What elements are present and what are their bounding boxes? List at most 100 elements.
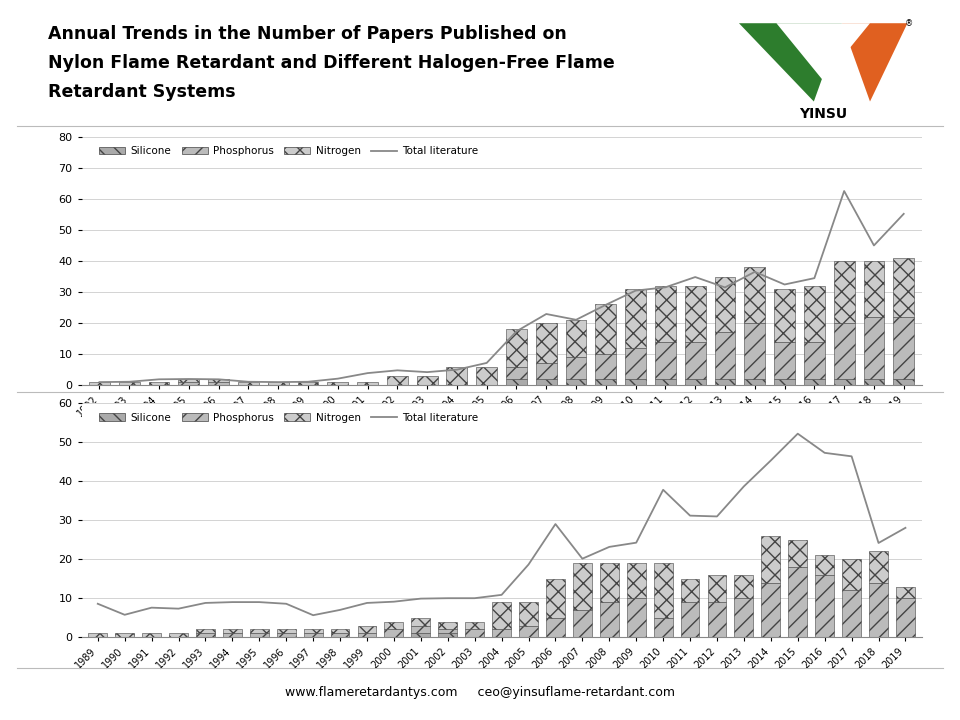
Bar (223, 629, 242, 634)
Bar (519, 626, 538, 637)
Bar (385, 629, 403, 637)
Bar (536, 364, 557, 379)
Bar (573, 563, 591, 610)
Bar (894, 379, 914, 385)
Bar (412, 618, 430, 626)
Bar (625, 379, 646, 385)
Bar (250, 634, 269, 637)
Bar (681, 602, 700, 637)
Bar (546, 579, 564, 618)
Bar (896, 598, 915, 637)
Bar (863, 317, 884, 379)
Bar (466, 621, 484, 629)
Bar (208, 382, 229, 385)
Bar (734, 575, 754, 598)
Bar (654, 563, 673, 618)
Bar (303, 634, 323, 637)
Text: www.flameretardantys.com     ceo@yinsuflame-retardant.com: www.flameretardantys.com ceo@yinsuflame-… (285, 686, 675, 699)
Bar (439, 629, 457, 634)
Text: Nylon Flame Retardant and Different Halogen-Free Flame: Nylon Flame Retardant and Different Halo… (48, 54, 614, 72)
Bar (476, 366, 497, 385)
Bar (88, 634, 108, 637)
Bar (842, 590, 861, 637)
Bar (833, 261, 854, 323)
Bar (774, 289, 795, 342)
Bar (179, 379, 200, 382)
Bar (268, 382, 289, 385)
Bar (788, 567, 807, 637)
Bar (327, 382, 348, 385)
Bar (708, 575, 727, 602)
Bar (595, 305, 616, 354)
Polygon shape (842, 23, 907, 102)
Bar (330, 629, 349, 634)
Bar (804, 286, 825, 342)
Legend: Silicone, Phosphorus, Nitrogen, Total literature: Silicone, Phosphorus, Nitrogen, Total li… (95, 142, 483, 161)
Polygon shape (739, 23, 842, 102)
Bar (387, 376, 408, 385)
Bar (744, 267, 765, 323)
Text: (a): (a) (492, 464, 512, 479)
Bar (439, 621, 457, 629)
Polygon shape (777, 23, 870, 81)
Bar (385, 621, 403, 629)
Bar (506, 379, 527, 385)
Bar (357, 626, 376, 634)
Bar (714, 276, 735, 333)
Bar (600, 602, 618, 637)
Bar (196, 629, 215, 634)
Bar (655, 379, 676, 385)
Bar (625, 289, 646, 348)
Bar (896, 587, 915, 598)
Bar (223, 634, 242, 637)
Bar (627, 563, 646, 598)
Bar (115, 634, 134, 637)
Bar (833, 379, 854, 385)
Bar (788, 540, 807, 567)
Bar (774, 342, 795, 379)
Bar (519, 602, 538, 626)
Bar (466, 629, 484, 637)
Bar (833, 323, 854, 379)
Bar (492, 629, 511, 637)
Bar (89, 382, 109, 385)
Bar (625, 348, 646, 379)
Bar (863, 261, 884, 317)
Bar (744, 379, 765, 385)
Bar (684, 379, 706, 385)
Bar (655, 286, 676, 342)
Bar (250, 629, 269, 634)
Bar (196, 634, 215, 637)
Bar (600, 563, 618, 602)
Bar (298, 382, 319, 385)
Bar (446, 366, 468, 385)
Bar (276, 634, 296, 637)
Bar (169, 634, 188, 637)
Bar (774, 379, 795, 385)
Bar (119, 382, 140, 385)
Bar (761, 536, 780, 582)
Bar (142, 634, 161, 637)
Text: Retardant Systems: Retardant Systems (48, 83, 235, 101)
Bar (627, 598, 646, 637)
Bar (681, 579, 700, 602)
Bar (708, 602, 727, 637)
Bar (546, 618, 564, 637)
Bar (357, 382, 378, 385)
Bar (595, 354, 616, 379)
Bar (330, 634, 349, 637)
Bar (684, 342, 706, 379)
Bar (357, 634, 376, 637)
Bar (655, 342, 676, 379)
Legend: Silicone, Phosphorus, Nitrogen, Total literature: Silicone, Phosphorus, Nitrogen, Total li… (95, 408, 483, 427)
Bar (179, 382, 200, 385)
Bar (417, 376, 438, 385)
Bar (149, 382, 170, 385)
Bar (536, 379, 557, 385)
Bar (276, 629, 296, 634)
Bar (506, 366, 527, 379)
Bar (303, 629, 323, 634)
Bar (536, 323, 557, 364)
Bar (595, 379, 616, 385)
Bar (842, 559, 861, 590)
